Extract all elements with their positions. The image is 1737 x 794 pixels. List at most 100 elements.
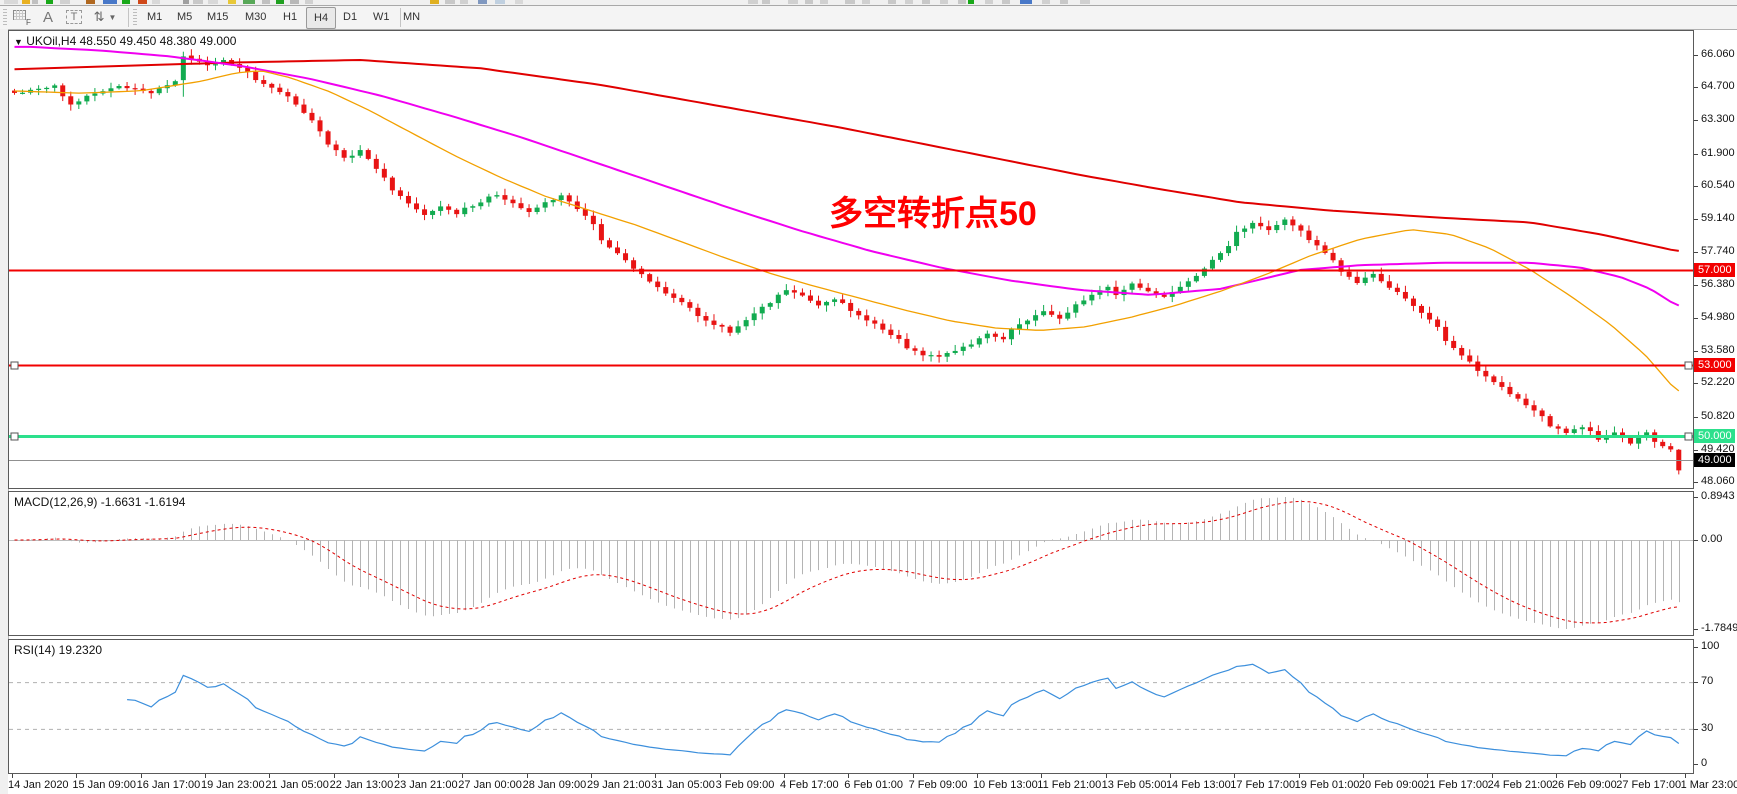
rsi-line [127,663,1680,757]
macd-canvas[interactable] [9,492,1693,635]
toolbar-icon-fragment[interactable] [228,0,236,4]
toolbar-icon-fragment[interactable] [1002,0,1010,4]
toolbar-icon-fragment[interactable] [445,0,455,4]
toolbar-icon-fragment[interactable] [905,0,913,4]
time-tick [1620,774,1622,778]
toolbar-icon-fragment[interactable] [748,0,758,4]
toolbar-icon-fragment[interactable] [820,0,828,4]
timeframe-button-d1[interactable]: D1 [343,11,358,23]
toolbar-drag-handle[interactable] [3,9,7,26]
toolbar-icon-fragment[interactable] [122,0,130,4]
toolbar-icon-fragment[interactable] [138,0,147,4]
toolbar-icon-fragment[interactable] [1020,0,1032,4]
price-tick [1694,629,1698,630]
toolbar-icon-fragment[interactable] [60,0,70,4]
hline-handle[interactable] [1684,432,1693,441]
toolbar-icon-fragment[interactable] [958,0,966,4]
price-tick [1694,383,1698,385]
rsi-label: RSI(14) 19.2320 [14,643,103,657]
price-axis-label: 59.140 [1701,212,1735,225]
price-tick [1694,120,1698,122]
dotted-grid-f-icon[interactable]: F [10,7,34,27]
time-axis-label: 31 Jan 05:00 [651,779,715,791]
toolbar-icon-fragment[interactable] [4,0,18,4]
toolbar-icon-fragment[interactable] [290,0,299,4]
price-axis-label: 53.580 [1701,344,1735,357]
toolbar-icon-fragment[interactable] [845,0,855,4]
ma-slow-red [14,58,1679,252]
sort-arrows-icon[interactable]: ⇅ ▼ [90,7,120,27]
toolbar-icon-fragment[interactable] [968,0,974,4]
toolbar-icon-fragment[interactable] [183,0,189,4]
macd-indicator-panel[interactable]: MACD(12,26,9) -1.6631 -1.6194 [8,491,1694,636]
text-label-a-icon[interactable]: A [42,8,53,26]
toolbar-icon-fragment[interactable] [460,0,468,4]
timeframe-button-m15[interactable]: M15 [207,11,229,23]
toolbar-icon-fragment[interactable] [862,0,870,4]
toolbar-icon-fragment[interactable] [495,0,505,4]
hline-handle[interactable] [10,432,19,441]
toolbar-icon-fragment[interactable] [32,0,38,4]
toolbar-icon-fragment[interactable] [922,0,930,4]
toolbar-icon-fragment[interactable] [243,0,255,4]
toolbar-icon-fragment[interactable] [1042,0,1050,4]
timeframe-button-h4[interactable]: H4 [306,7,337,29]
timeframe-button-mn[interactable]: MN [403,11,421,23]
timeframe-button-m30[interactable]: M30 [245,11,267,23]
timeframe-button-h1[interactable]: H1 [283,11,298,23]
main-price-chart-panel[interactable]: ▼ UKOil,H4 48.550 49.450 48.380 49.000 多… [8,30,1694,489]
price-tick [1694,449,1698,451]
time-axis[interactable]: 14 Jan 2020 15 Jan 09:00 16 Jan 17:00 19 Ja… [8,774,1737,794]
toolbar-icon-fragment[interactable] [888,0,896,4]
toolbar-icon-fragment[interactable] [103,0,117,4]
toolbar-icon-fragment[interactable] [985,0,993,4]
toolbar-icon-fragment[interactable] [276,0,284,4]
time-tick [848,774,850,778]
price-scale-axis[interactable]: 66.060 64.700 63.300 61.900 60.540 59.140 57.7… [1694,30,1737,774]
time-axis-label: 14 Feb 13:00 [1165,779,1231,791]
text-box-t-icon[interactable]: T [62,7,86,27]
time-axis-label: 3 Feb 09:00 [715,779,775,791]
symbol-dropdown-icon[interactable]: ▼ [14,37,23,47]
toolbar-icon-fragment[interactable] [1060,0,1068,4]
toolbar-icon-fragment[interactable] [762,0,770,4]
timeframe-group-handle[interactable] [133,9,137,26]
toolbar-icon-fragment[interactable] [22,0,30,4]
time-axis-label: 19 Jan 23:00 [200,779,265,791]
chart-title[interactable]: ▼ UKOil,H4 48.550 49.450 48.380 49.000 [14,34,236,48]
timeframe-button-m1[interactable]: M1 [147,11,163,23]
toolbar-icon-fragment[interactable] [478,0,487,4]
toolbar-icon-fragment[interactable] [430,0,439,4]
price-tick [1694,55,1698,56]
hline-handle[interactable] [1684,361,1693,370]
price-axis-label: 64.700 [1701,80,1735,93]
toolbar-icon-fragment[interactable] [193,0,203,4]
toolbar-icon-fragment[interactable] [208,0,218,4]
toolbar-icon-fragment[interactable] [86,0,95,4]
toolbar-icon-fragment[interactable] [305,0,313,4]
rsi-canvas[interactable] [9,640,1693,773]
timeframe-button-w1[interactable]: W1 [373,11,390,23]
chart-annotation-text[interactable]: 多空转折点50 [829,195,1037,233]
rsi-indicator-panel[interactable]: RSI(14) 19.2320 [8,639,1694,774]
toolbar-icon-fragment[interactable] [805,0,813,4]
time-axis-label: 17 Feb 17:00 [1230,779,1296,791]
time-tick [655,774,657,778]
price-chart-canvas[interactable] [9,31,1693,488]
time-tick [333,774,335,778]
hline-price-label: 57.000 [1694,262,1735,277]
price-axis-label: 57.740 [1701,245,1735,258]
price-axis-label: 50.820 [1701,409,1735,422]
toolbar-icon-fragment[interactable] [1080,0,1090,4]
macd-label: MACD(12,26,9) -1.6631 -1.6194 [14,495,186,509]
toolbar-icon-fragment[interactable] [46,0,53,4]
time-tick [719,774,721,778]
timeframe-button-m5[interactable]: M5 [177,11,193,23]
toolbar-icon-fragment[interactable] [515,0,523,4]
toolbar-icon-fragment[interactable] [788,0,798,4]
toolbar-icon-fragment[interactable] [940,0,948,4]
hline-handle[interactable] [10,361,19,370]
toolbar-icon-fragment[interactable] [262,0,270,4]
dotted-grid-f-glyph: F [13,10,31,26]
toolbar-icon-fragment[interactable] [152,0,160,4]
